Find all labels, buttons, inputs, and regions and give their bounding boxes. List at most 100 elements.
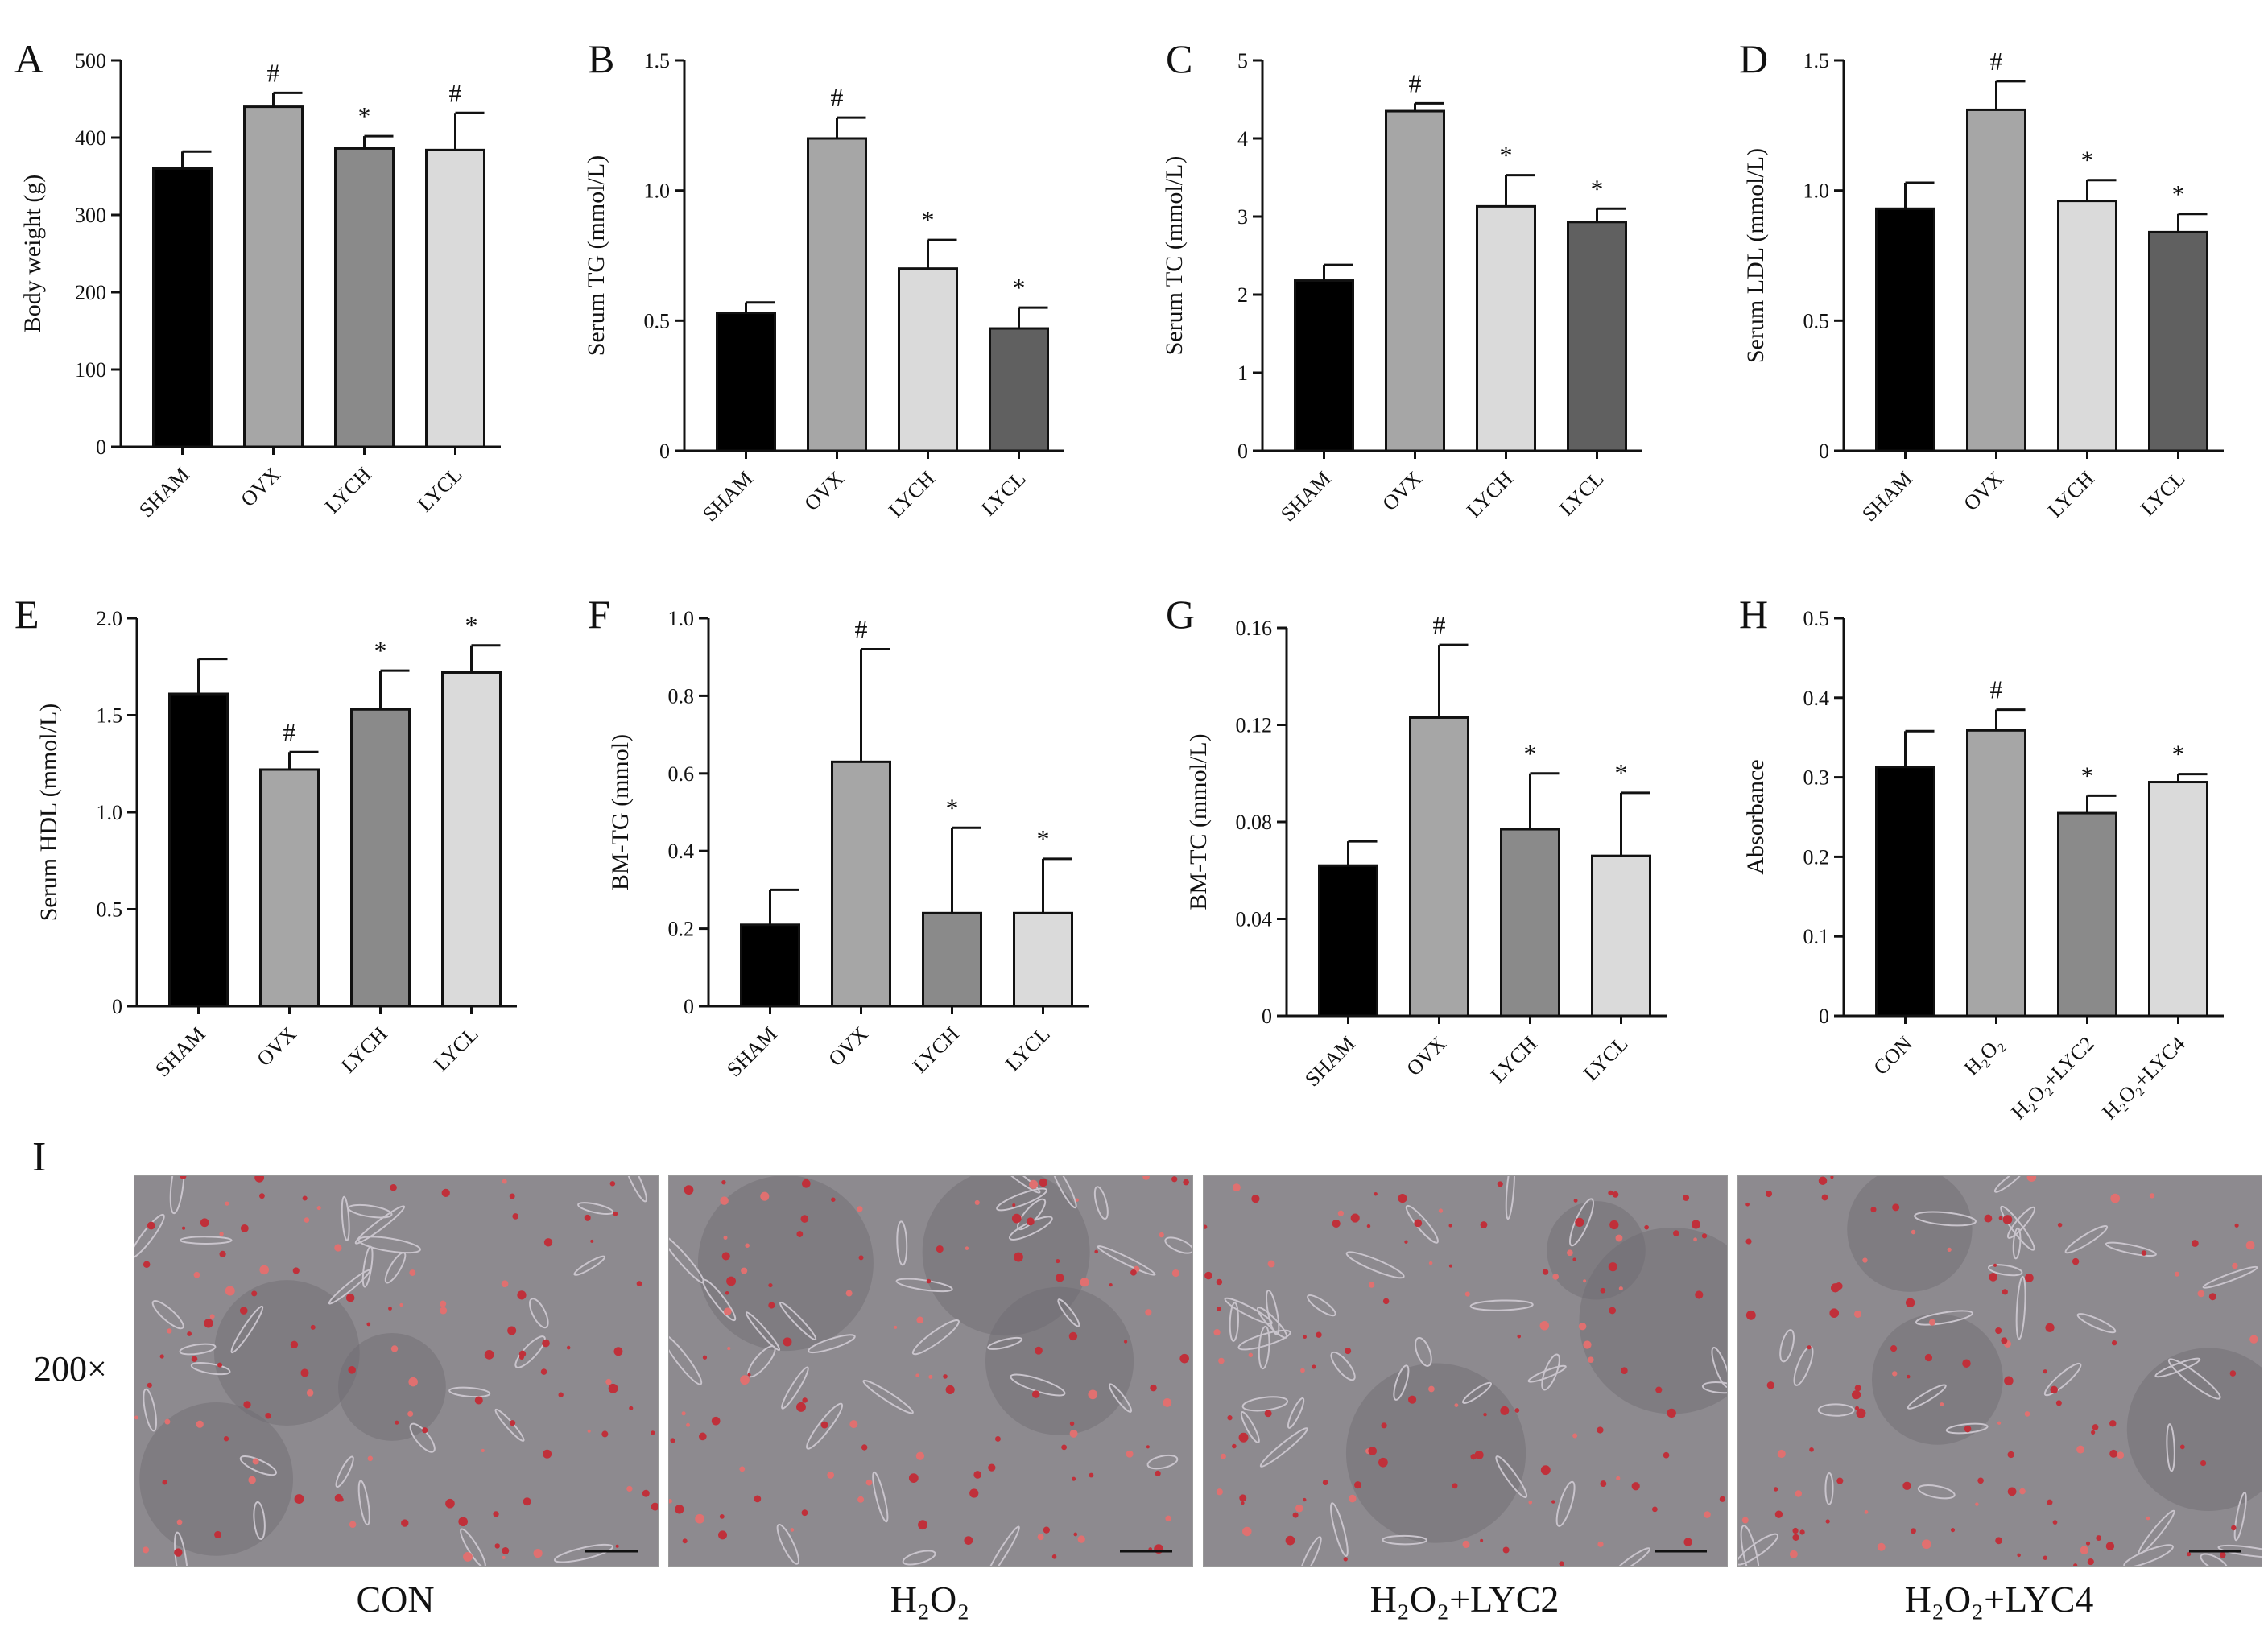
y-tick-label: 0 [659,440,670,463]
y-tick-label: 1.0 [97,801,123,824]
lipid-droplet [214,1530,222,1538]
lipid-droplet [2080,1546,2089,1554]
lipid-droplet [219,1232,224,1236]
lipid-droplet [540,1368,547,1375]
lipid-droplet [1295,1504,1303,1513]
bar [1294,279,1354,452]
lipid-droplet [1998,1216,2003,1220]
chart-B: B 0 0.5 1.0 1.5 Serum TG (mmol/L) SHAM # OVX * LYC… [583,36,1064,526]
lipid-droplet [1829,1308,1840,1318]
lipid-droplet [1142,1176,1150,1180]
bar [831,760,891,1008]
lipid-droplet [1292,1512,1299,1518]
lipid-droplet [2249,1335,2258,1344]
cell [2202,1265,2258,1289]
lipid-droplet [1163,1398,1172,1407]
chart-H: H 0 0.1 0.2 0.3 0.4 0.5 Absorbance CON # H₂O₂ * H₂O₂… [1739,592,2224,1124]
lipid-droplet [1264,1410,1272,1418]
bar [441,671,502,1008]
cell [895,1278,953,1293]
lipid-droplet [2047,1499,2053,1505]
cell [1555,1480,1576,1527]
cell [409,1422,436,1453]
lipid-droplet [2197,1290,2205,1298]
cell [1097,1245,1156,1276]
y-tick-label: 0.5 [97,898,123,922]
lipid-droplet [1109,1283,1113,1287]
lipid-droplet [711,1416,721,1426]
cell [2043,1362,2082,1397]
x-tick-label: H₂O₂+LYC4 [2097,1032,2189,1124]
lipid-droplet [2141,1250,2147,1256]
cell [1469,1299,1534,1311]
panel-letter: E [14,592,39,637]
lipid-droplet [1542,1269,1549,1275]
cell [239,1455,277,1476]
cell [1299,1536,1322,1566]
lipid-droplet [1892,1203,1900,1212]
bar [1013,911,1073,1008]
lipid-droplet [401,1519,409,1527]
lipid-droplet [1345,1348,1352,1355]
cell [1393,1364,1410,1401]
lipid-droplet [1683,1194,1690,1201]
lipid-droplet [1552,1274,1560,1280]
x-tick-label: LYCH [884,467,940,522]
lipid-droplet [1578,1322,1587,1331]
y-tick-label: 0 [112,995,122,1018]
bar [1966,729,2026,1018]
lipid-droplet [1745,1310,1756,1320]
lipid-droplet [143,1261,151,1268]
lipid-droplet [1241,1501,1245,1505]
x-tick-label: OVX [824,1022,872,1071]
lipid-droplet [265,1413,271,1419]
micrograph-image [1204,1176,1727,1566]
lipid-droplet [1227,1415,1233,1421]
lipid-droplet [147,1221,155,1230]
cell [335,1455,354,1488]
cell [1462,1381,1493,1404]
lipid-droplet [1902,1481,1911,1491]
y-tick-label: 0.5 [1803,309,1830,332]
lipid-droplet [601,1430,609,1438]
lipid-droplet [1964,1425,1972,1433]
chart-D: D 0 0.5 1.0 1.5 Serum LDL (mmol/L) SHAM # OVX * LY… [1739,36,2224,526]
lipid-droplet [1572,1433,1578,1439]
lipid-droplet [684,1185,694,1195]
panel-letter: F [588,592,610,637]
y-tick-label: 0.1 [1803,925,1830,948]
lipid-droplet [1480,1221,1488,1228]
bar [259,768,320,1008]
lipid-droplet [2002,1215,2013,1224]
cell [2167,1358,2221,1400]
lipid-droplet [2231,1525,2237,1531]
cell [1405,1204,1439,1244]
lipid-droplet [512,1213,519,1220]
lipid-droplet [533,1549,543,1558]
cell [911,1319,960,1356]
lipid-droplet [720,1196,729,1205]
dark-patch [337,1332,446,1441]
significance-mark: * [2172,740,2185,769]
y-axis-label: Serum TC (mmol/L) [1161,156,1188,356]
lipid-droplet [675,1505,684,1514]
significance-mark: # [449,78,462,107]
lipid-droplet [1462,1540,1470,1548]
lipid-droplet [1014,1252,1023,1262]
lipid-droplet [1651,1506,1658,1513]
lipid-droplet [1854,1385,1861,1392]
lipid-droplet [1864,1510,1869,1514]
lipid-droplet [1316,1331,1322,1338]
lipid-droplet [1452,1483,1458,1489]
lipid-droplet [1818,1176,1828,1185]
dark-patch [1871,1313,2003,1445]
bar [1875,766,1935,1018]
y-tick-label: 1.0 [668,607,695,630]
bar [1318,864,1378,1018]
cell [230,1305,264,1354]
significance-mark: # [1433,610,1446,639]
cell [1614,1547,1651,1566]
x-tick-label: LYCH [1462,467,1518,522]
lipid-droplet [918,1520,927,1530]
lipid-droplet [936,1245,944,1253]
